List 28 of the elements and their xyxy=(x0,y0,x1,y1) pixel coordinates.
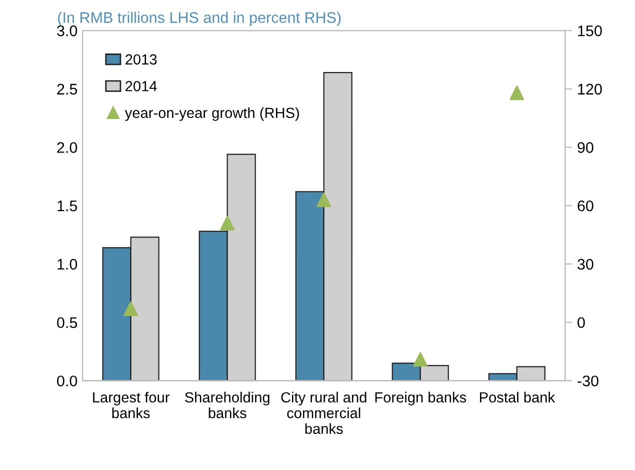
point xyxy=(510,86,524,100)
x-tick-label: Foreign banks xyxy=(375,392,466,406)
legend-label: year-on-year growth (RHS) xyxy=(124,107,299,121)
y-tick-label: 3.0 xyxy=(57,25,78,36)
y2-tick-label: 0 xyxy=(578,317,585,328)
legend-label: 2013 xyxy=(126,54,157,65)
y-tick-label: 0.0 xyxy=(57,376,78,386)
y2-tick-label: 30 xyxy=(578,258,594,270)
point xyxy=(124,301,138,316)
y2-tick-label: 90 xyxy=(578,142,594,153)
y-tick-label: 1.5 xyxy=(58,200,78,212)
y-tick-label: 1.0 xyxy=(58,258,78,270)
legend-label: 2014 xyxy=(126,80,157,92)
y2-tick-label: 60 xyxy=(578,200,594,212)
chart-subtitle: (In RMB trillions LHS and in percent RHS) xyxy=(58,12,341,26)
x-tick-label: Postal bank xyxy=(480,392,556,403)
y-tick-label: 2.5 xyxy=(57,84,78,95)
y2-tick-label: -30 xyxy=(578,376,598,386)
x-tick-label: City rural and commercial banks xyxy=(281,392,366,434)
point xyxy=(316,192,332,208)
y2-tick-label: 120 xyxy=(578,84,602,95)
y-tick-label: 0.5 xyxy=(57,317,78,328)
y-tick-label: 2.0 xyxy=(57,142,78,153)
y2-tick-label: 150 xyxy=(578,25,602,36)
point xyxy=(220,216,235,230)
x-tick-label: Shareholding banks xyxy=(185,392,270,418)
x-tick-label: Largest four banks xyxy=(93,392,170,418)
point xyxy=(413,352,428,367)
